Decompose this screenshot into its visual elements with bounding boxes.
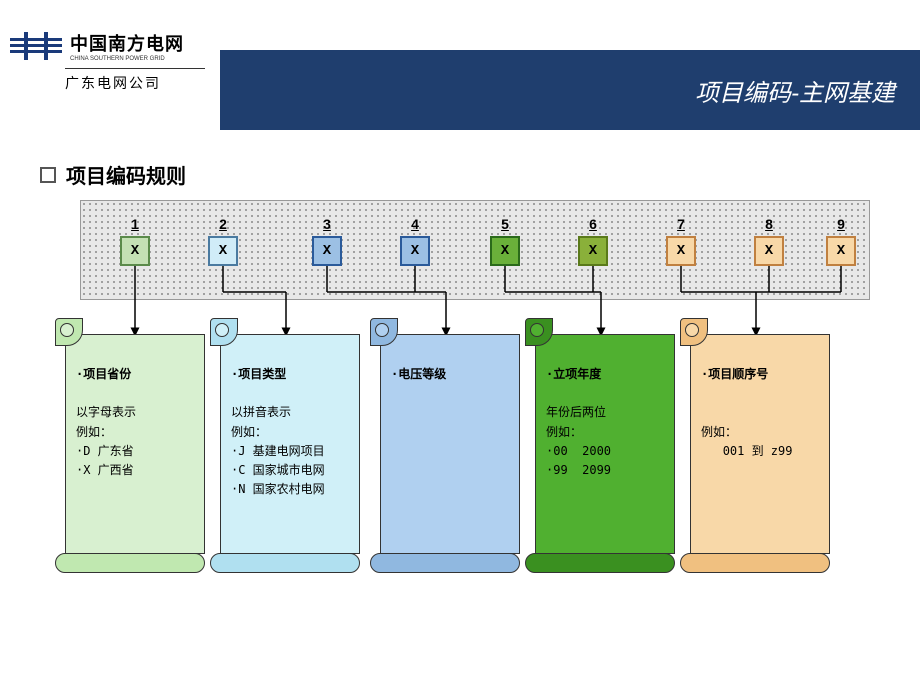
cell-number-6: 6 (578, 216, 608, 232)
card-title: ·项目类型 (231, 365, 349, 384)
card-line (231, 384, 349, 403)
card-title: ·项目顺序号 (701, 365, 819, 384)
card-line: ·N 国家农村电网 (231, 480, 349, 499)
section-title: 项目编码规则 (40, 160, 186, 189)
card-line: ·00 2000 (546, 442, 664, 461)
card-line: ·J 基建电网项目 (231, 442, 349, 461)
card-line: 001 到 z99 (701, 442, 819, 461)
code-cell-1: X (120, 236, 150, 266)
card-line: 例如： (701, 423, 819, 442)
code-cell-2: X (208, 236, 238, 266)
page-title: 项目编码-主网基建 (695, 73, 895, 108)
card-line: 例如： (546, 423, 664, 442)
card-line: 例如： (231, 423, 349, 442)
card-line: 例如： (76, 423, 194, 442)
card-line: ·D 广东省 (76, 442, 194, 461)
cell-number-9: 9 (826, 216, 856, 232)
code-cell-4: X (400, 236, 430, 266)
card-title: ·立项年度 (546, 365, 664, 384)
logo-text-main: 中国南方电网 (70, 30, 184, 56)
section-title-text: 项目编码规则 (66, 160, 186, 189)
cell-number-5: 5 (490, 216, 520, 232)
desc-card-2: ·项目类型 以拼音表示例如：·J 基建电网项目·C 国家城市电网·N 国家农村电… (210, 318, 360, 573)
logo-divider (65, 68, 205, 69)
card-line: ·X 广西省 (76, 461, 194, 480)
slide-header: 项目编码-主网基建 中国南方电网 CHINA SOUTHERN POWER GR… (0, 0, 920, 130)
card-title: ·项目省份 (76, 365, 194, 384)
code-cell-9: X (826, 236, 856, 266)
desc-card-4: ·立项年度 年份后两位例如：·00 2000·99 2099 (525, 318, 675, 573)
card-line (701, 403, 819, 422)
cell-number-2: 2 (208, 216, 238, 232)
code-pattern-area (80, 200, 870, 300)
desc-card-1: ·项目省份 以字母表示例如：·D 广东省·X 广西省 (55, 318, 205, 573)
card-line (546, 384, 664, 403)
code-cell-6: X (578, 236, 608, 266)
code-cell-8: X (754, 236, 784, 266)
logo-block: 中国南方电网 CHINA SOUTHERN POWER GRID 广东电网公司 (10, 30, 220, 93)
bullet-icon (40, 167, 56, 183)
card-line: 以字母表示 (76, 403, 194, 422)
card-title: ·电压等级 (391, 365, 509, 384)
card-line: ·C 国家城市电网 (231, 461, 349, 480)
code-cell-5: X (490, 236, 520, 266)
code-cell-7: X (666, 236, 696, 266)
desc-card-3: ·电压等级 (370, 318, 520, 573)
company-logo-icon (10, 30, 62, 62)
card-line: ·99 2099 (546, 461, 664, 480)
cell-number-1: 1 (120, 216, 150, 232)
cell-number-8: 8 (754, 216, 784, 232)
card-line (701, 384, 819, 403)
title-bar: 项目编码-主网基建 (220, 50, 920, 130)
card-line (76, 384, 194, 403)
cell-number-4: 4 (400, 216, 430, 232)
cell-number-3: 3 (312, 216, 342, 232)
card-line: 年份后两位 (546, 403, 664, 422)
code-cell-3: X (312, 236, 342, 266)
card-line: 以拼音表示 (231, 403, 349, 422)
logo-company: 广东电网公司 (65, 73, 220, 93)
cell-number-7: 7 (666, 216, 696, 232)
logo-text-sub: CHINA SOUTHERN POWER GRID (70, 56, 184, 62)
desc-card-5: ·项目顺序号 例如： 001 到 z99 (680, 318, 830, 573)
